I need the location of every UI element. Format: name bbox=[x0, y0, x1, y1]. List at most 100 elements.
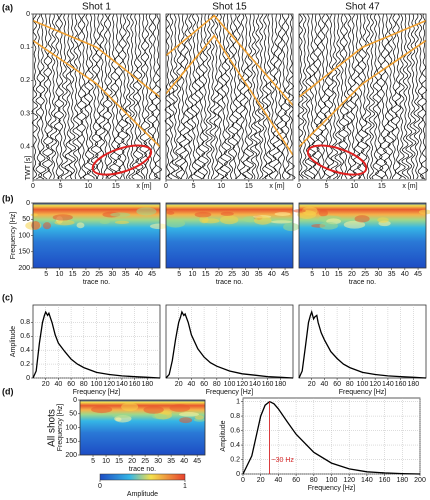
plot-frame bbox=[165, 13, 294, 181]
x-tick-label: 45 bbox=[281, 271, 289, 278]
x-tick-label: 10 bbox=[56, 271, 64, 278]
x-axis-label: x [m] bbox=[402, 183, 417, 190]
heatmap-texture bbox=[220, 211, 234, 216]
heatmap-texture bbox=[167, 211, 175, 215]
heatmap-texture bbox=[354, 215, 370, 223]
heatmap-texture bbox=[343, 220, 366, 229]
x-tick-label: 180 bbox=[274, 381, 286, 388]
wiggle-trace bbox=[223, 13, 232, 180]
x-tick-label: 15 bbox=[335, 271, 343, 278]
wiggle-trace bbox=[164, 13, 172, 180]
x-tick-label: 35 bbox=[167, 458, 175, 465]
heatmap-texture bbox=[242, 216, 258, 223]
arrival-guide bbox=[298, 39, 427, 148]
wiggle-trace bbox=[109, 13, 118, 180]
x-tick-label: 0 bbox=[297, 183, 301, 190]
annotation-text: ~30 Hz bbox=[272, 457, 295, 464]
y-tick-label: 0.6 bbox=[20, 333, 30, 340]
x-tick-label: 5 bbox=[192, 183, 196, 190]
heatmap-texture bbox=[377, 217, 389, 223]
wiggle-traces bbox=[297, 13, 429, 180]
heatmap-image bbox=[299, 203, 426, 268]
wiggle-trace bbox=[197, 13, 206, 180]
y-tick-label: 0.3 bbox=[20, 110, 30, 117]
wiggle-trace bbox=[53, 13, 61, 180]
heatmap-texture bbox=[152, 413, 167, 420]
x-tick-label: 0 bbox=[164, 183, 168, 190]
heatmap-texture bbox=[149, 223, 169, 230]
x-axis-label: Frequency [Hz] bbox=[73, 389, 121, 396]
wiggle-trace bbox=[326, 13, 335, 180]
wiggle-trace bbox=[186, 13, 194, 180]
spectrum-line bbox=[165, 310, 294, 379]
wiggle-trace bbox=[116, 14, 125, 180]
heatmap-texture bbox=[274, 212, 291, 216]
y-tick-label: 0 bbox=[73, 397, 77, 404]
wiggle-trace bbox=[356, 13, 365, 180]
heatmap-texture bbox=[318, 209, 329, 217]
heatmap-texture bbox=[169, 404, 191, 412]
wiggle-trace bbox=[405, 13, 414, 180]
x-axis-label: trace no. bbox=[83, 279, 110, 286]
x-tick-label: 35 bbox=[388, 271, 396, 278]
spectrum-line bbox=[242, 400, 421, 475]
heatmap-texture bbox=[194, 211, 212, 218]
x-tick-label: 25 bbox=[361, 271, 369, 278]
colorbar-tick-label: 0 bbox=[98, 483, 102, 490]
wiggle-trace bbox=[182, 13, 191, 180]
heatmap-texture bbox=[283, 222, 300, 232]
y-tick-label: 0.2 bbox=[20, 361, 30, 368]
wiggle-trace bbox=[112, 13, 122, 180]
wiggle-trace bbox=[50, 13, 58, 180]
wiggle-trace bbox=[205, 13, 213, 180]
x-tick-label: 15 bbox=[245, 183, 253, 190]
y-tick-label: 0.8 bbox=[20, 319, 30, 326]
wiggle-trace bbox=[315, 13, 324, 180]
wiggle-trace bbox=[323, 13, 331, 180]
y-tick-label: 0.2 bbox=[20, 77, 30, 84]
panel-label: (c) bbox=[2, 292, 13, 302]
y-tick-label: 0.1 bbox=[20, 44, 30, 51]
x-tick-label: 100 bbox=[326, 477, 338, 484]
x-tick-label: 160 bbox=[262, 381, 274, 388]
x-tick-label: 180 bbox=[407, 381, 419, 388]
x-axis-label: trace no. bbox=[129, 466, 156, 473]
x-tick-label: 5 bbox=[44, 271, 48, 278]
y-tick-label: 0 bbox=[236, 471, 240, 478]
panel-label: (a) bbox=[2, 2, 13, 12]
wiggle-trace bbox=[213, 13, 220, 180]
x-tick-label: 30 bbox=[241, 271, 249, 278]
wiggle-trace bbox=[397, 13, 406, 180]
x-tick-label: 5 bbox=[59, 183, 63, 190]
x-tick-label: 60 bbox=[333, 381, 341, 388]
chart-title: Shot 1 bbox=[82, 2, 111, 13]
x-axis-label: trace no. bbox=[216, 279, 243, 286]
wiggle-trace bbox=[387, 14, 394, 180]
wiggle-trace bbox=[409, 13, 417, 180]
x-tick-label: 140 bbox=[382, 381, 394, 388]
x-tick-label: 5 bbox=[177, 271, 181, 278]
arrival-guide bbox=[298, 19, 427, 98]
heatmap-texture bbox=[179, 417, 193, 424]
x-tick-label: 40 bbox=[55, 381, 63, 388]
heatmap-texture bbox=[31, 221, 41, 230]
wiggle-trace bbox=[303, 13, 313, 180]
wiggle-trace bbox=[330, 13, 339, 180]
x-tick-label: 35 bbox=[255, 271, 263, 278]
x-tick-label: 160 bbox=[379, 477, 391, 484]
y-tick-label: 1 bbox=[236, 398, 240, 405]
x-tick-label: 40 bbox=[275, 477, 283, 484]
heatmap-texture bbox=[121, 402, 139, 412]
row-label: All shots bbox=[47, 409, 58, 447]
x-tick-label: 80 bbox=[213, 381, 221, 388]
wiggle-trace bbox=[68, 13, 76, 180]
x-axis-label: Frequency [Hz] bbox=[308, 485, 356, 492]
y-tick-label: 100 bbox=[65, 424, 77, 431]
x-tick-label: 15 bbox=[69, 271, 77, 278]
chart-title: Shot 47 bbox=[345, 2, 380, 13]
x-tick-label: 20 bbox=[175, 381, 183, 388]
y-tick-label: 0.2 bbox=[230, 456, 240, 463]
x-tick-label: 10 bbox=[189, 271, 197, 278]
wiggle-trace bbox=[201, 13, 210, 180]
x-tick-label: 60 bbox=[200, 381, 208, 388]
